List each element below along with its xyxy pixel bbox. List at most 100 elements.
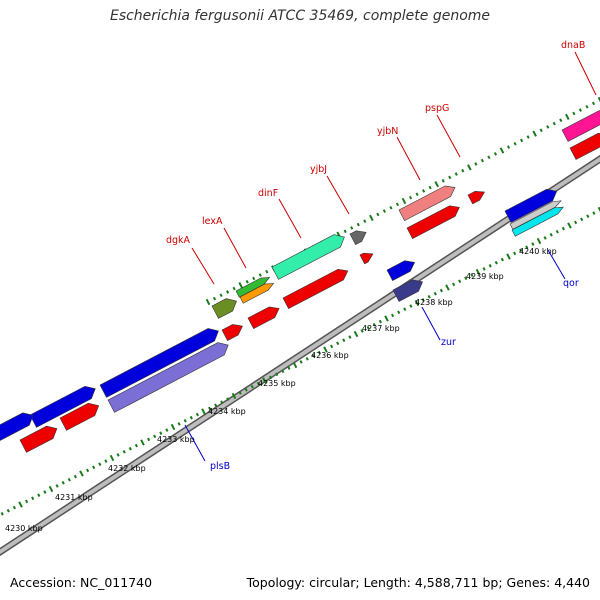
leader-line-pspG bbox=[436, 114, 461, 158]
tick-minor bbox=[238, 391, 242, 395]
tick-minor bbox=[67, 477, 71, 482]
genome-summary: Topology: circular; Length: 4,588,711 bp… bbox=[246, 575, 590, 590]
feature-f-qor-grey bbox=[509, 200, 562, 230]
tick-major bbox=[369, 214, 374, 221]
tick-minor bbox=[572, 111, 576, 116]
tick-minor bbox=[177, 422, 181, 426]
tick-major bbox=[401, 197, 407, 205]
tick-minor bbox=[214, 403, 218, 408]
tick-major bbox=[597, 206, 600, 214]
tick-minor bbox=[482, 267, 486, 271]
tick-minor bbox=[580, 217, 584, 222]
tick-minor bbox=[287, 366, 291, 370]
tick-minor bbox=[116, 453, 120, 457]
tick-minor bbox=[350, 226, 354, 230]
tick-minor bbox=[559, 118, 563, 122]
leader-line-yjbJ bbox=[326, 175, 350, 215]
tick-major bbox=[170, 423, 176, 431]
tick-label-t4235: 4235 kbp bbox=[258, 379, 296, 388]
tick-minor bbox=[250, 384, 254, 389]
tick-minor bbox=[487, 155, 491, 160]
gene-label-dnaB: dnaB bbox=[561, 40, 585, 51]
tick-minor bbox=[252, 276, 256, 281]
feature-f-qor-cyan bbox=[511, 206, 564, 237]
tick-minor bbox=[506, 145, 511, 149]
tick-minor bbox=[415, 192, 419, 197]
gene-label-zur: zur bbox=[441, 337, 456, 348]
tick-major bbox=[475, 268, 481, 276]
tick-major bbox=[292, 361, 298, 369]
tick-minor bbox=[226, 397, 230, 401]
tick-minor bbox=[543, 236, 547, 240]
tick-minor bbox=[513, 141, 517, 146]
tick-minor bbox=[208, 406, 212, 411]
tick-minor bbox=[520, 138, 524, 143]
tick-minor bbox=[281, 369, 285, 373]
tick-minor bbox=[408, 195, 413, 200]
tick-minor bbox=[122, 450, 126, 454]
gene-label-dinF: dinF bbox=[258, 188, 278, 199]
feature-f-yjbJ bbox=[349, 230, 367, 246]
tick-minor bbox=[43, 490, 47, 494]
tick-minor bbox=[31, 496, 35, 501]
feature-f-left-red-1 bbox=[59, 402, 100, 431]
tick-minor bbox=[526, 135, 530, 139]
tick-minor bbox=[591, 101, 596, 106]
gene-label-lexA: lexA bbox=[202, 216, 223, 227]
tick-minor bbox=[549, 233, 553, 237]
tick-minor bbox=[363, 219, 367, 223]
tick-minor bbox=[464, 276, 468, 280]
tick-minor bbox=[317, 350, 321, 355]
leader-line-dinF bbox=[278, 198, 302, 239]
tick-major bbox=[205, 298, 211, 306]
tick-minor bbox=[269, 375, 273, 380]
tick-minor bbox=[226, 290, 230, 294]
tick-minor bbox=[427, 295, 431, 299]
feature-f-qor-blue bbox=[504, 188, 558, 223]
tick-major bbox=[565, 113, 570, 120]
lower-tick-row bbox=[0, 206, 600, 516]
tick-minor bbox=[311, 353, 315, 358]
tick-minor bbox=[461, 168, 465, 173]
tick-label-t4232: 4232 kbp bbox=[108, 464, 146, 473]
tick-minor bbox=[25, 499, 29, 504]
tick-minor bbox=[539, 128, 543, 133]
tick-label-t4231: 4231 kbp bbox=[55, 493, 93, 502]
gene-label-pspG: pspG bbox=[425, 103, 449, 114]
tick-label-t4239: 4239 kbp bbox=[466, 272, 504, 281]
tick-minor bbox=[134, 443, 138, 448]
tick-major bbox=[323, 346, 328, 353]
tick-major bbox=[238, 282, 243, 289]
tick-label-t4234: 4234 kbp bbox=[208, 407, 246, 416]
tick-minor bbox=[578, 108, 582, 112]
tick-minor bbox=[376, 212, 380, 217]
tick-label-t4237: 4237 kbp bbox=[362, 324, 400, 333]
tick-minor bbox=[488, 264, 492, 268]
tick-minor bbox=[382, 209, 386, 213]
tick-minor bbox=[513, 251, 517, 256]
tick-minor bbox=[389, 205, 393, 210]
tick-minor bbox=[37, 493, 41, 497]
feature-f-zur-blue bbox=[386, 260, 416, 282]
tick-minor bbox=[212, 296, 217, 301]
tick-minor bbox=[474, 162, 478, 166]
tick-major bbox=[384, 315, 389, 322]
feature-f-dnaB-pink bbox=[561, 110, 600, 142]
tick-label-t4240: 4240 kbp bbox=[519, 247, 557, 256]
tick-minor bbox=[441, 179, 445, 183]
gene-label-qor: qor bbox=[563, 278, 579, 289]
tick-minor bbox=[265, 269, 269, 274]
tick-label-t4233: 4233 kbp bbox=[157, 435, 195, 444]
tick-minor bbox=[12, 505, 16, 510]
tick-major bbox=[434, 181, 439, 188]
tick-major bbox=[79, 470, 84, 477]
tick-minor bbox=[305, 357, 309, 361]
tick-minor bbox=[403, 307, 407, 311]
leader-line-lexA bbox=[223, 227, 247, 269]
accession-label: Accession: NC_011740 bbox=[10, 575, 153, 590]
tick-minor bbox=[342, 338, 346, 342]
tick-minor bbox=[159, 431, 163, 435]
tick-minor bbox=[525, 245, 529, 249]
feature-f-left-blue-2 bbox=[0, 412, 34, 443]
tick-minor bbox=[433, 291, 437, 296]
